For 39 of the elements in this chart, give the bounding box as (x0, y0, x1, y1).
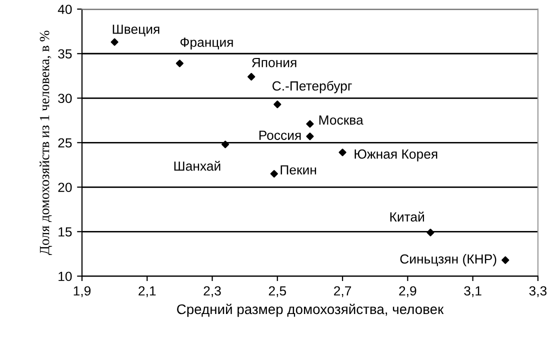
x-tick-label: 2,5 (268, 286, 286, 298)
x-tick-label: 2,7 (334, 286, 352, 298)
point (274, 100, 282, 108)
annotation: С.-Петербург (272, 80, 352, 94)
point (221, 140, 230, 148)
annotation: Москва (319, 116, 364, 125)
annotation: Япония (252, 58, 296, 68)
x-tick-label: 2,1 (138, 286, 156, 298)
annotation: Синьцзян (КНР) (400, 254, 496, 266)
annotation: Пекин (280, 165, 316, 175)
point (338, 148, 346, 156)
x-tick-label: 3,3 (529, 286, 547, 298)
x-tick-label: 1,9 (74, 286, 91, 298)
y-tick-label: 25 (58, 138, 72, 148)
annotation: Россия (259, 130, 301, 140)
annotation: Шанхай (174, 160, 220, 171)
point (426, 228, 434, 236)
point (248, 72, 256, 81)
y-tick-label: 35 (58, 49, 72, 59)
y-tick-label: 15 (58, 227, 72, 237)
y-tick-label: 30 (58, 94, 72, 104)
x-tick-label: 2,3 (204, 286, 221, 298)
annotation: Китай (390, 212, 424, 222)
x-tick-label: 3,1 (464, 286, 482, 298)
point (270, 170, 278, 178)
point (110, 38, 118, 46)
annotation: Швеция (112, 24, 160, 36)
y-tick-label: 10 (58, 272, 72, 282)
x-tick-label: 2,9 (399, 286, 416, 298)
point (502, 256, 510, 264)
point (306, 120, 314, 128)
point (176, 60, 184, 68)
point (306, 132, 314, 140)
x-axis-title: Средний размер домохозяйства, человек (177, 304, 444, 317)
y-tick-label: 20 (58, 182, 72, 192)
y-axis-title: Доля домохозяйств из 1 человека, в % (40, 30, 52, 255)
y-tick-label: 40 (58, 4, 72, 14)
annotation: Южная Корея (354, 149, 438, 162)
annotation: Франция (180, 38, 233, 50)
